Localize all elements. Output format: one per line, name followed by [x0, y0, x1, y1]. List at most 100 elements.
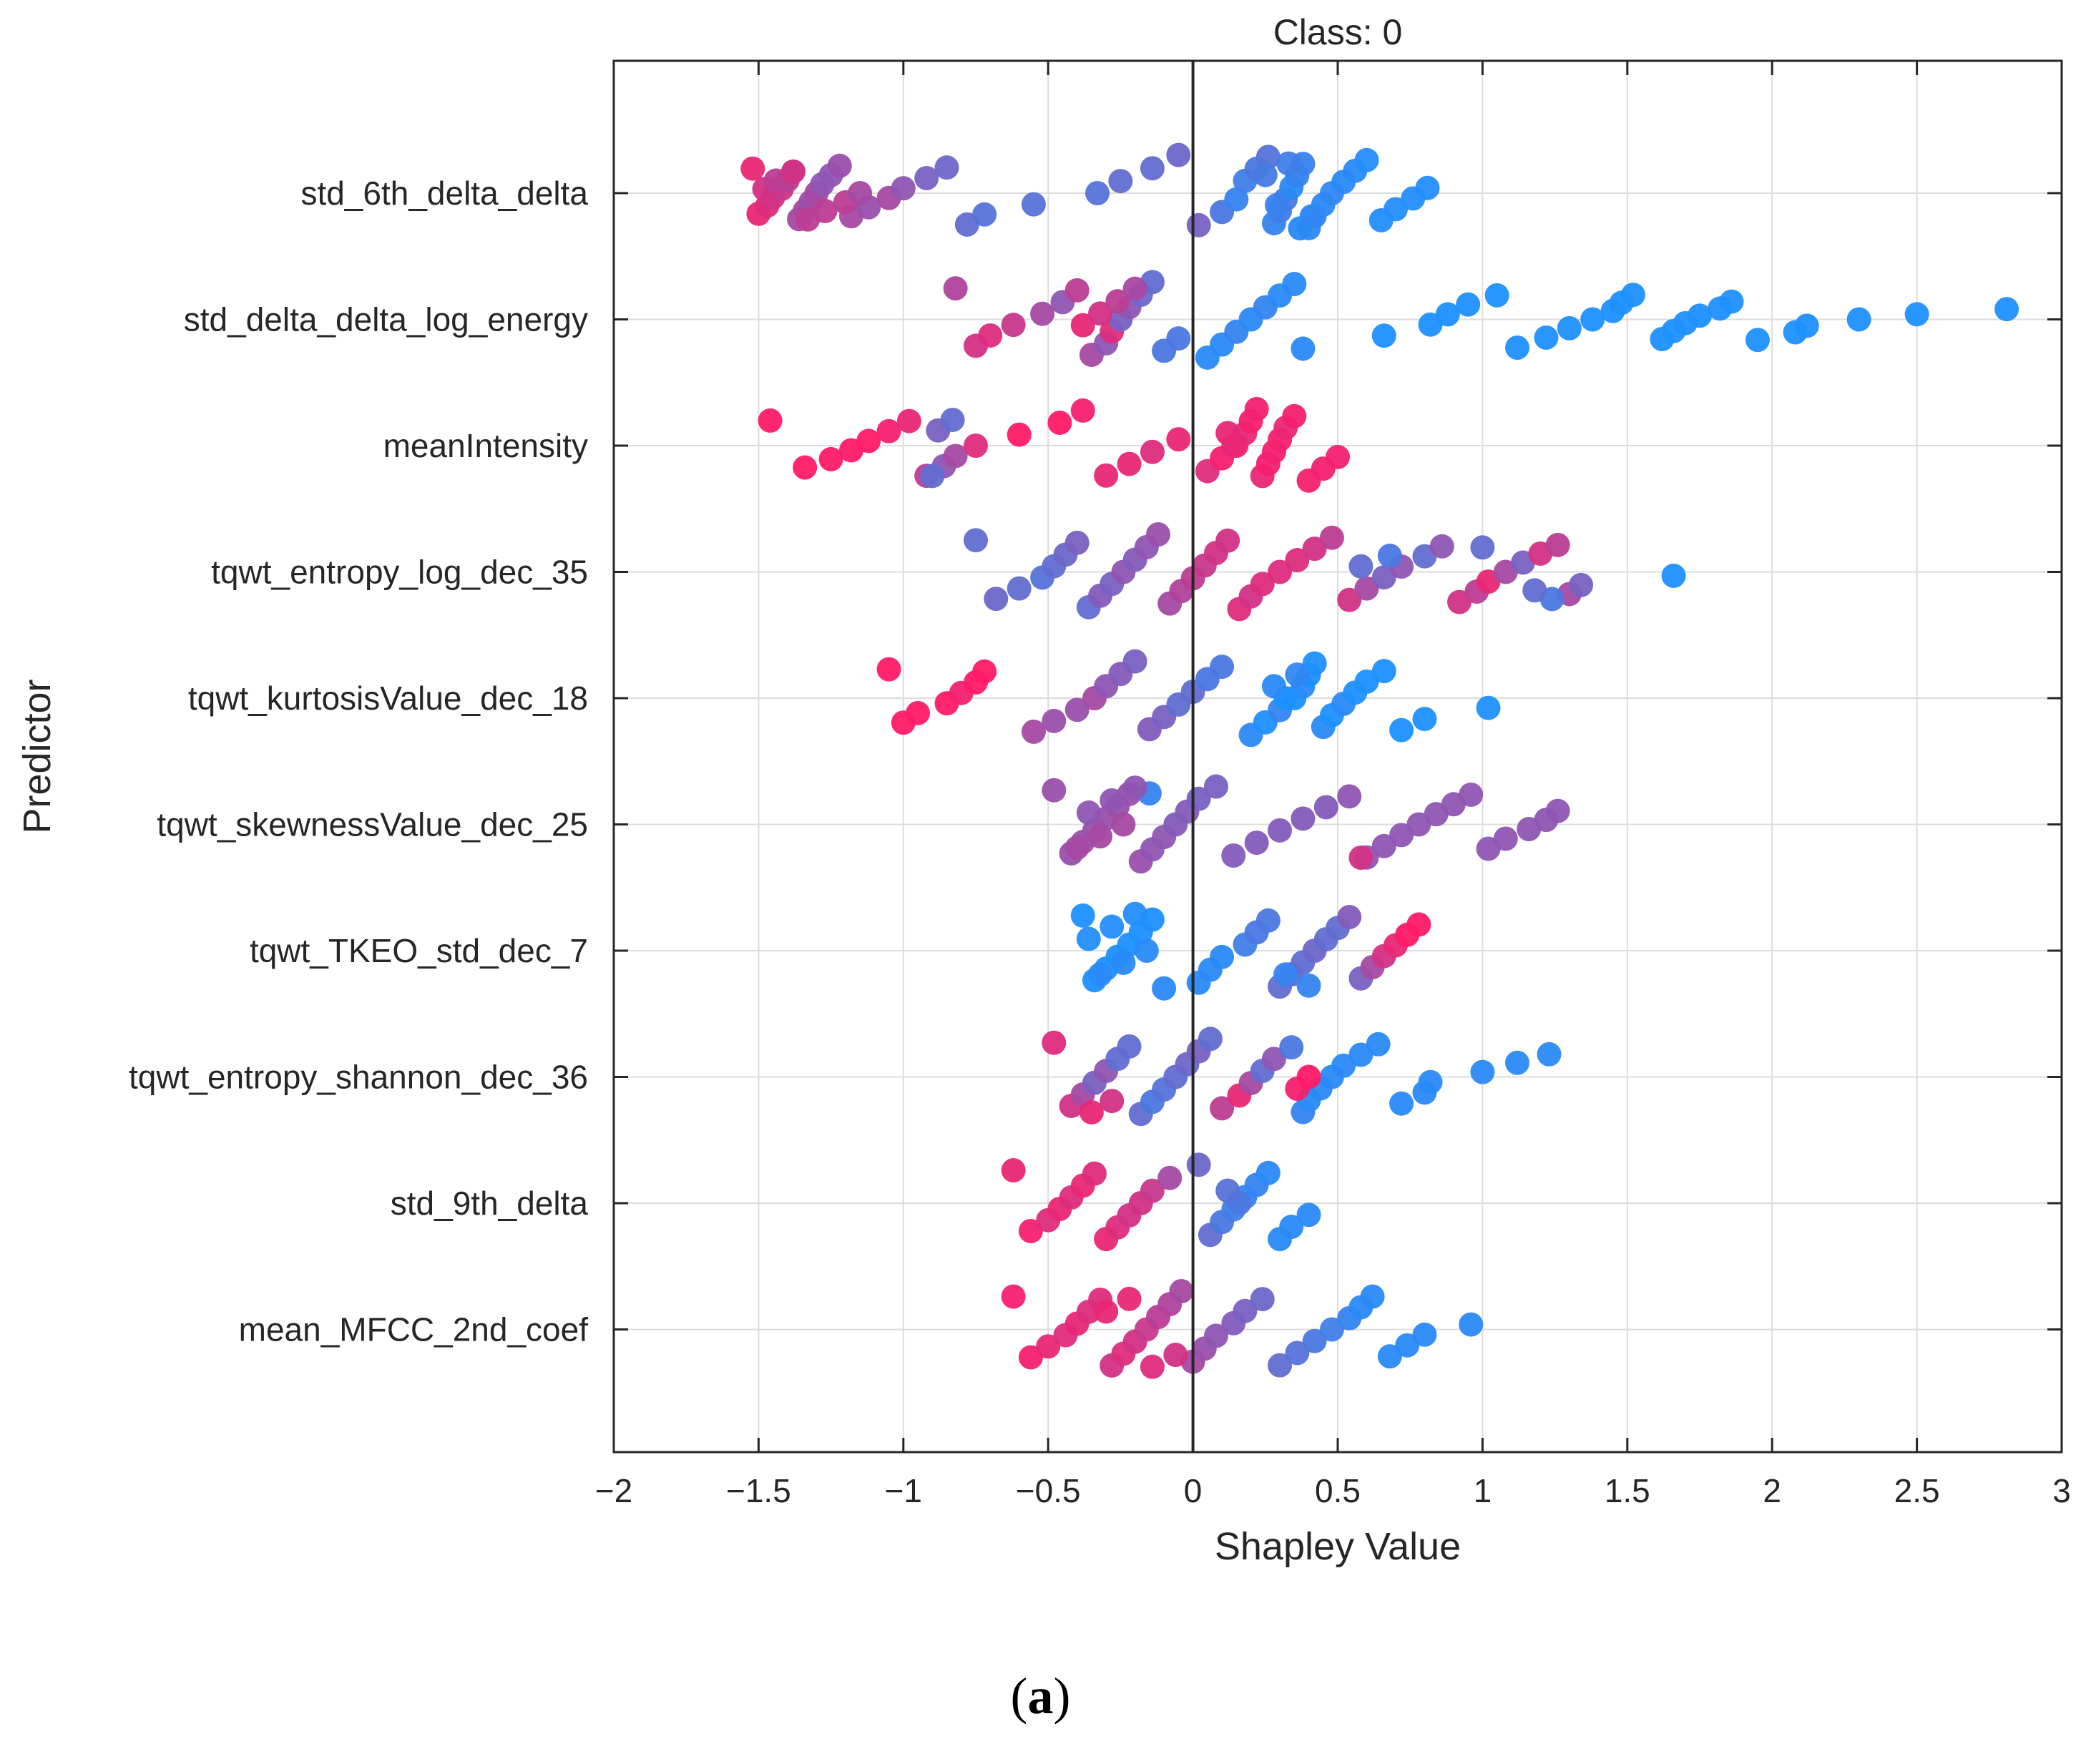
- data-point: [1348, 554, 1374, 579]
- predictor-label-2: meanIntensity: [383, 427, 588, 464]
- data-point: [1504, 1050, 1529, 1075]
- data-point: [780, 159, 806, 184]
- data-point: [1319, 1317, 1344, 1342]
- data-point: [1688, 303, 1712, 328]
- data-point: [1371, 833, 1396, 858]
- data-point: [1268, 559, 1293, 584]
- x-axis-label: Shapley Value: [1215, 1525, 1461, 1568]
- data-point: [1661, 563, 1686, 588]
- data-point: [1994, 297, 2019, 322]
- data-point: [1279, 1035, 1304, 1060]
- data-point: [1302, 536, 1327, 562]
- predictor-label-3: tqwt_entropy_log_dec_35: [211, 554, 588, 591]
- data-point: [1186, 1152, 1211, 1177]
- predictor-label-7: tqwt_entropy_shannon_dec_36: [129, 1059, 588, 1096]
- data-point: [1094, 463, 1119, 488]
- data-point: [1313, 795, 1338, 820]
- data-point: [1337, 904, 1362, 929]
- data-point: [1389, 823, 1414, 848]
- data-point: [1064, 836, 1090, 861]
- predictor-labels: std_6th_delta_delta std_delta_delta_log_e…: [129, 175, 2062, 1348]
- chart-title: Class: 0: [1273, 12, 1403, 52]
- data-point: [1904, 302, 1929, 327]
- data-point: [1007, 422, 1032, 447]
- data-point: [1203, 1323, 1228, 1348]
- data-point: [943, 276, 968, 301]
- data-point: [827, 153, 852, 178]
- data-point: [972, 659, 997, 684]
- data-point: [1088, 301, 1113, 326]
- data-point: [1366, 1032, 1391, 1057]
- data-point: [1166, 427, 1191, 452]
- data-point: [1285, 548, 1310, 573]
- y-axis-label: Predictor: [16, 679, 59, 833]
- data-point: [1389, 717, 1414, 743]
- data-point: [1302, 651, 1327, 676]
- predictor-points-std_delta_delta_log_energy: [943, 270, 2019, 370]
- figure-caption: (a): [0, 1667, 2081, 1726]
- predictor-label-9: mean_MFCC_2nd_coef: [239, 1311, 589, 1348]
- data-point: [1064, 530, 1090, 555]
- data-point: [1569, 572, 1594, 597]
- predictor-points-meanIntensity: [758, 396, 1350, 493]
- data-point: [1534, 325, 1559, 350]
- data-point: [1545, 532, 1570, 557]
- data-point: [1337, 587, 1362, 612]
- predictor-label-8: std_9th_delta: [391, 1185, 589, 1222]
- data-point: [1459, 782, 1484, 807]
- data-point: [1354, 576, 1379, 601]
- data-point: [1244, 396, 1269, 421]
- data-point: [1371, 659, 1396, 684]
- data-point: [984, 587, 1009, 612]
- data-point: [793, 455, 818, 480]
- data-point: [1268, 818, 1293, 843]
- data-points: [740, 142, 2019, 1379]
- data-point: [1085, 181, 1110, 205]
- data-point: [1088, 824, 1113, 849]
- data-point: [1250, 1287, 1275, 1312]
- data-point: [1429, 534, 1454, 559]
- data-point: [1146, 522, 1171, 547]
- data-point: [1111, 812, 1136, 837]
- data-point: [1001, 1284, 1026, 1309]
- predictor-label-5: tqwt_skewnessValue_dec_25: [157, 806, 588, 843]
- data-point: [1537, 1042, 1562, 1067]
- data-point: [1276, 151, 1301, 176]
- data-point: [1435, 302, 1460, 327]
- data-point: [1042, 708, 1067, 733]
- data-point: [1415, 175, 1440, 200]
- data-point: [1152, 976, 1177, 1001]
- data-point: [1001, 1158, 1026, 1183]
- data-point: [1282, 403, 1307, 428]
- data-point: [1580, 307, 1605, 332]
- data-point: [1122, 649, 1147, 674]
- data-point: [1108, 169, 1133, 194]
- data-point: [1100, 788, 1125, 813]
- data-point: [876, 657, 901, 682]
- data-point: [1273, 962, 1298, 987]
- data-point: [964, 528, 988, 553]
- predictor-label-6: tqwt_TKEO_std_dec_7: [250, 932, 588, 969]
- predictor-points-std_6th_delta_delta: [740, 142, 1440, 241]
- data-point: [934, 155, 959, 180]
- data-point: [978, 323, 1003, 348]
- data-point: [1215, 528, 1240, 553]
- data-point: [758, 408, 783, 433]
- data-point: [1140, 1354, 1165, 1379]
- data-point: [1070, 398, 1095, 423]
- data-point: [1719, 289, 1744, 314]
- predictor-label-0: std_6th_delta_delta: [300, 175, 588, 212]
- x-tick-label-1: −1.5: [726, 1472, 791, 1509]
- data-point: [1319, 525, 1344, 550]
- data-point: [1021, 192, 1046, 217]
- data-point: [940, 407, 965, 432]
- data-point: [1210, 944, 1235, 969]
- data-point: [964, 433, 988, 458]
- data-point: [1493, 826, 1518, 851]
- data-point: [1140, 439, 1165, 464]
- data-point: [1030, 301, 1055, 326]
- data-point: [1291, 336, 1316, 361]
- x-tick-label-3: −0.5: [1016, 1472, 1081, 1509]
- data-point: [1296, 973, 1321, 998]
